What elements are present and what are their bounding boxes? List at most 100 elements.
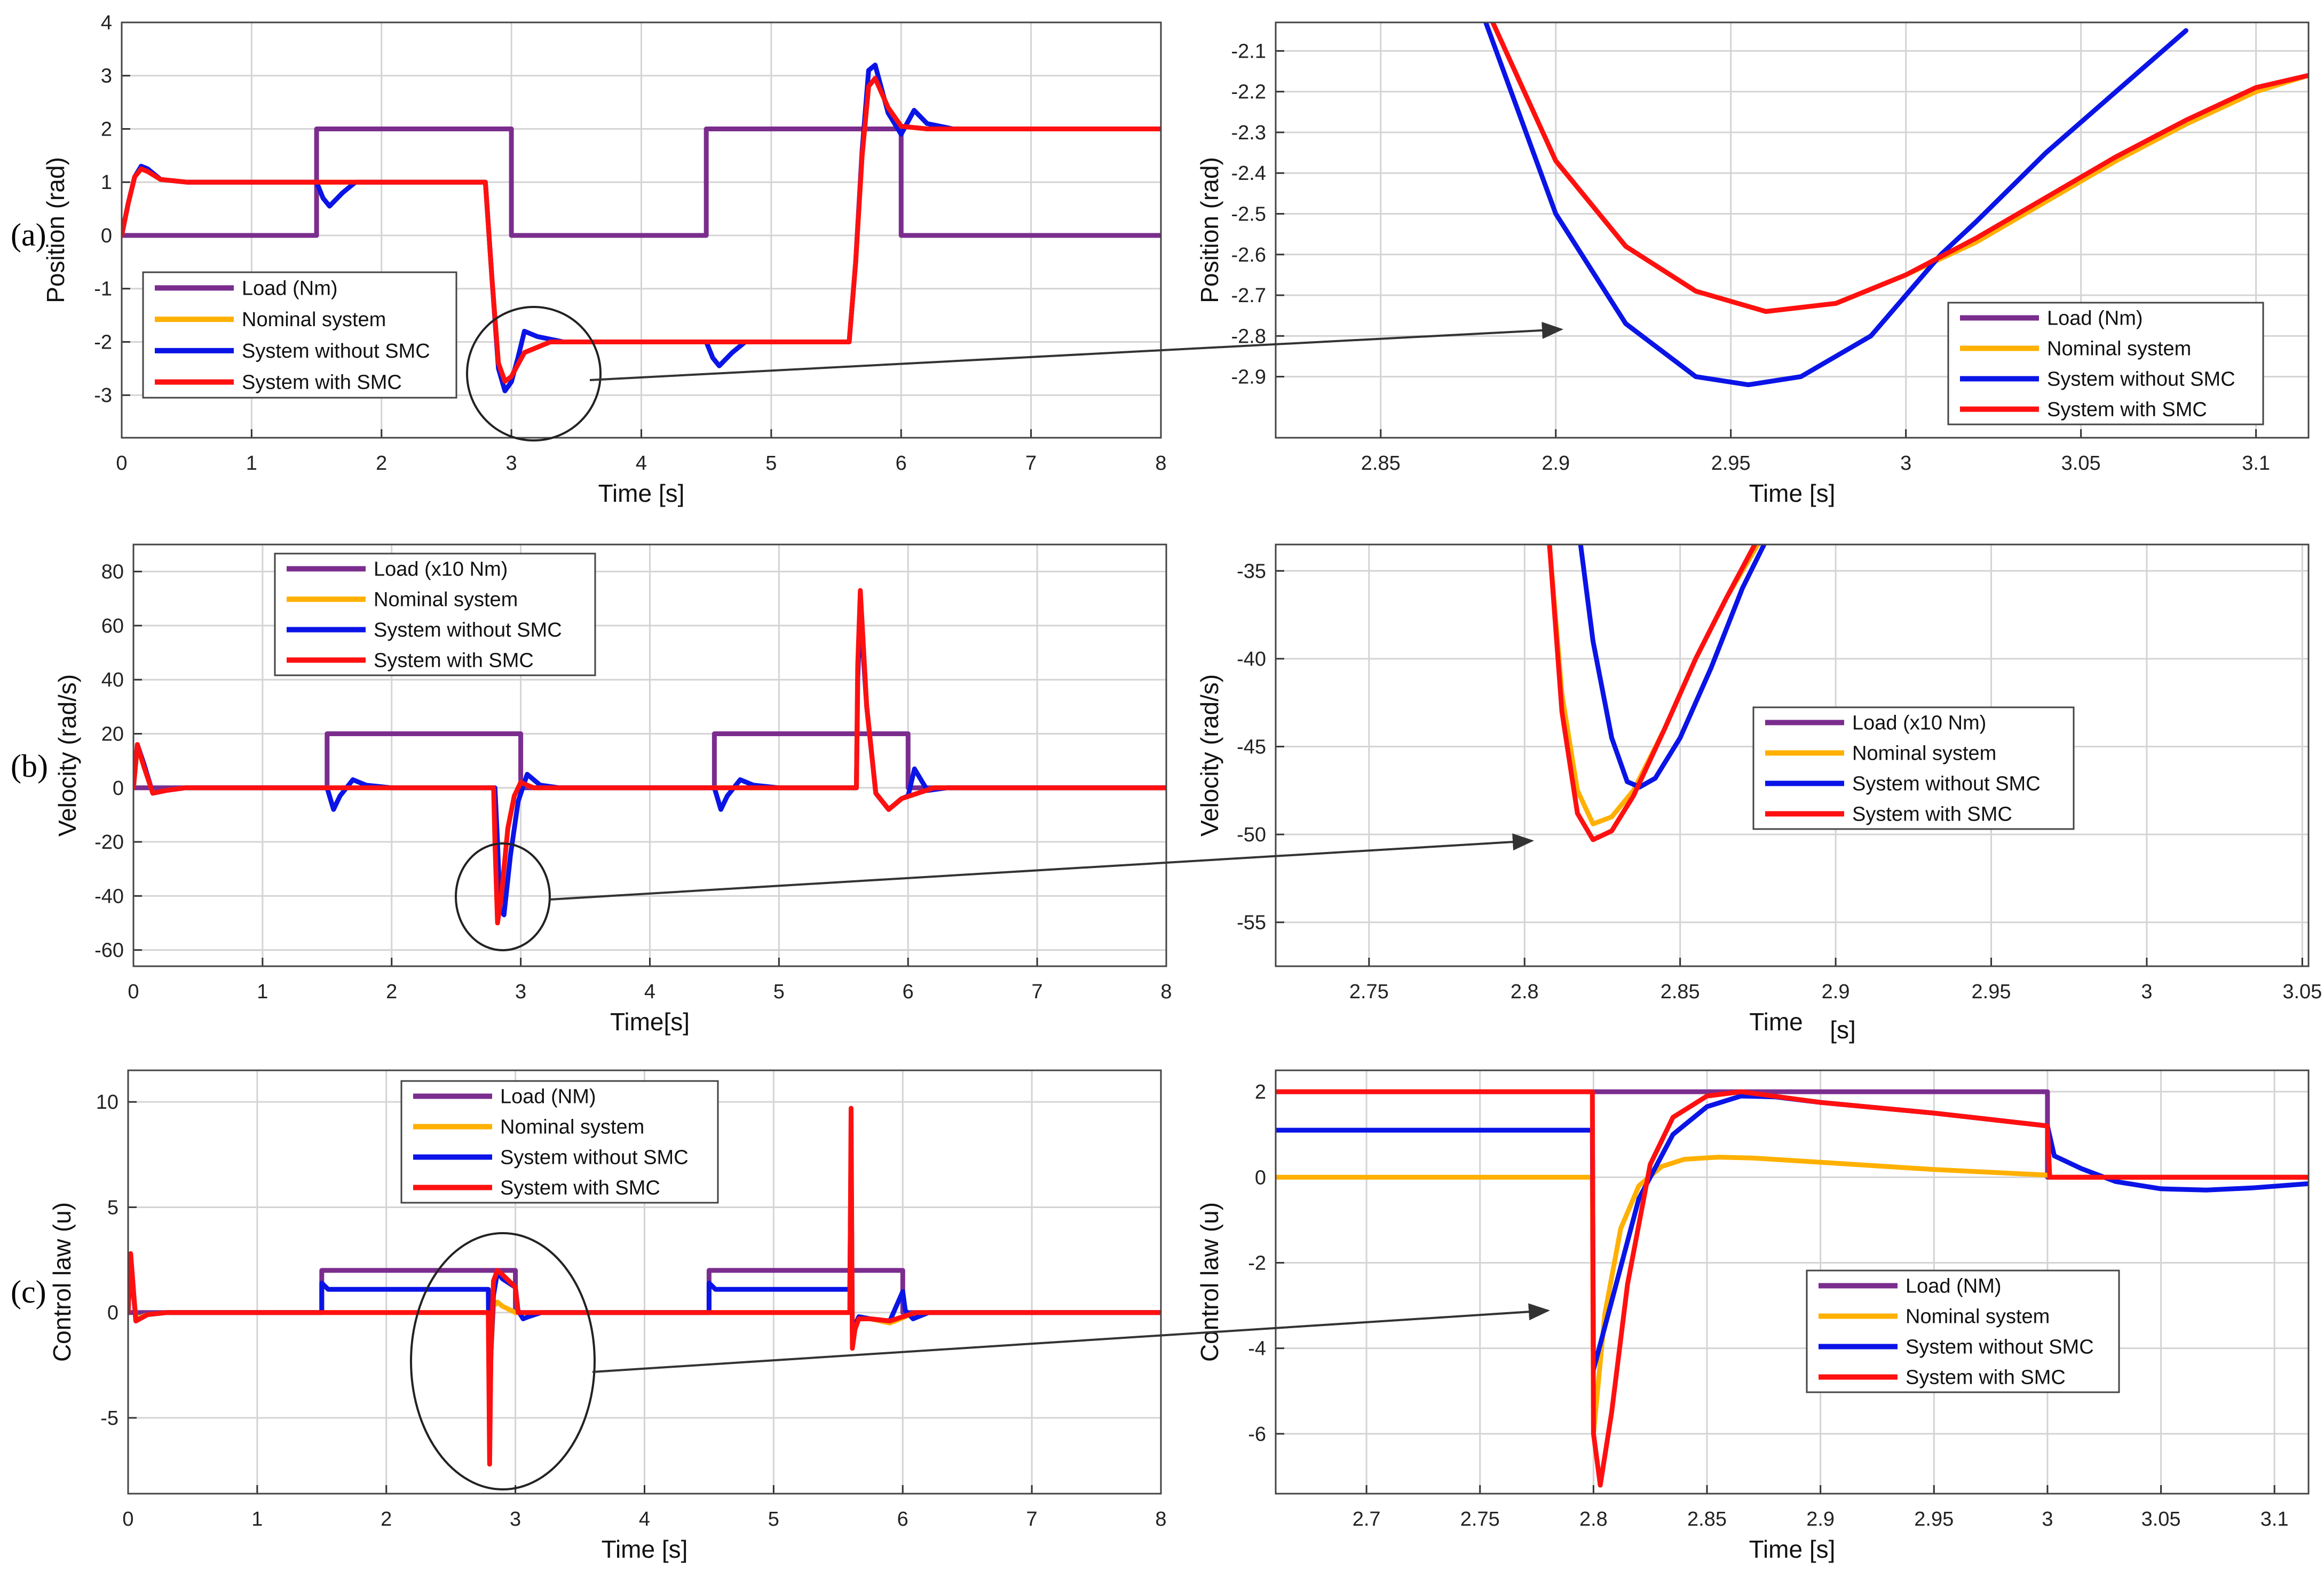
x-axis-label: Time[s]	[610, 1008, 690, 1036]
y-tick-label: 0	[1255, 1166, 1266, 1189]
x-tick-label: 5	[768, 1508, 779, 1530]
chart-b-full: 0 1 2 3 4 5 6 7 8 80 60 40 20 0 -20 -40 -60 Time[s] Veloci…	[53, 543, 1172, 1036]
x-tick-label: 3.1	[2242, 452, 2270, 475]
legend-label-load-nm: Load (NM)	[1906, 1275, 2002, 1298]
legend-label-load-nm: Load (Nm)	[2047, 307, 2143, 330]
axes-frame	[1275, 1069, 2310, 1495]
x-tick-label: 3.05	[2141, 1508, 2181, 1530]
x-axis-unit: [s]	[1830, 1016, 1856, 1044]
axes-frame	[127, 1069, 1162, 1495]
y-axis-label: Control law (u)	[48, 1202, 76, 1362]
y-tick-label: -2.2	[1231, 81, 1266, 104]
x-tick-label: 2.7	[1353, 1508, 1381, 1530]
legend-label-system-without-smc: System without SMC	[1906, 1336, 2094, 1359]
x-tick-label: 8	[1155, 1508, 1166, 1530]
zoom-callout-ellipse	[466, 306, 602, 441]
legend-box	[400, 1080, 719, 1204]
legend-label-system-without-smc: System without SMC	[374, 619, 562, 642]
y-tick-label: 5	[107, 1196, 118, 1219]
x-tick-label: 2.8	[1511, 981, 1539, 1003]
legend-label-load-x10-nm: Load (x10 Nm)	[374, 558, 508, 581]
legend-box	[274, 553, 596, 676]
y-tick-label: 3	[101, 65, 112, 88]
x-tick-label: 1	[257, 981, 268, 1003]
zoom-callout-arrow	[592, 1303, 1550, 1373]
x-axis-label: Time [s]	[1749, 1535, 1836, 1563]
y-tick-label: -3	[94, 384, 112, 407]
x-tick-label: 0	[128, 981, 139, 1003]
panel-label-c: (c)	[11, 1274, 46, 1309]
legend: Load (x10 Nm) Nominal system System withou…	[1752, 706, 2075, 830]
legend-label-nominal-system: Nominal system	[374, 589, 518, 611]
legend: Load (NM) Nominal system System without SM…	[400, 1080, 719, 1204]
y-tick-label: -40	[94, 885, 124, 908]
charts-layer: 0 1 2 3 4 5 6 7 8 -3 -2 -1 0 1 2 3 4 Time [s] Position (ra…	[42, 12, 2322, 1563]
series-group	[122, 62, 1161, 393]
legend: Load (Nm) Nominal system System without SM…	[142, 271, 457, 399]
legend: Load (x10 Nm) Nominal system System withou…	[274, 553, 596, 676]
x-tick-label: 4	[644, 981, 655, 1003]
x-axis-label: Time [s]	[598, 479, 685, 507]
series-group	[128, 1106, 1161, 1467]
x-tick-label: 2.9	[1806, 1508, 1835, 1530]
x-tick-label: 2	[381, 1508, 392, 1530]
x-tick-label: 2.85	[1361, 452, 1401, 475]
legend-label-system-without-smc: System without SMC	[1852, 773, 2041, 795]
x-tick-label: 4	[639, 1508, 650, 1530]
y-axis-label: Control law (u)	[1196, 1202, 1223, 1362]
x-tick-label: 3.05	[2061, 452, 2101, 475]
y-tick-label: -35	[1237, 560, 1266, 582]
chart-a-full: 0 1 2 3 4 5 6 7 8 -3 -2 -1 0 1 2 3 4 Time [s] Position (ra…	[42, 12, 1167, 507]
legend-box	[1752, 706, 2075, 830]
y-tick-label: -2.8	[1231, 325, 1266, 348]
series-group	[1547, 545, 1767, 842]
series-group	[1276, 1089, 2309, 1488]
legend-label-system-without-smc: System without SMC	[2047, 368, 2235, 391]
x-tick-label: 7	[1025, 452, 1037, 475]
x-tick-label: 3.1	[2260, 1508, 2289, 1530]
legend-label-system-with-smc: System with SMC	[374, 650, 534, 672]
x-axis-label: Time	[1749, 1008, 1803, 1036]
y-tick-label: 60	[101, 615, 124, 637]
x-tick-label: 2.9	[1822, 981, 1850, 1003]
x-tick-label: 8	[1160, 981, 1172, 1003]
legend-label-load-x10-nm: Load (x10 Nm)	[1852, 712, 1986, 735]
x-tick-label: 2.75	[1349, 981, 1389, 1003]
plot-area	[1276, 1070, 2309, 1494]
axes-frame	[1275, 543, 2310, 967]
x-tick-label: 6	[903, 981, 914, 1003]
series-line-system-with-smc	[1547, 545, 1758, 842]
panel-label-b: (b)	[11, 748, 48, 784]
series-line-system-with-smc	[1490, 22, 2309, 314]
x-tick-label: 6	[896, 452, 907, 475]
y-tick-label: -2.5	[1231, 203, 1266, 225]
x-tick-label: 0	[116, 452, 127, 475]
x-tick-label: 2.85	[1687, 1508, 1727, 1530]
chart-a-zoom: 2.85 2.9 2.95 3 3.05 3.1 -2.1 -2.2 -2.3 -2.4 -2.5 -…	[1196, 21, 2310, 507]
x-tick-label: 2	[386, 981, 397, 1003]
x-tick-label: 8	[1155, 452, 1166, 475]
zoom-callout-arrow	[589, 321, 1563, 381]
series-group	[133, 588, 1166, 926]
panel-label-a: (a)	[11, 217, 46, 253]
legend-label-system-with-smc: System with SMC	[1852, 803, 2012, 826]
y-tick-label: -20	[94, 831, 124, 854]
y-tick-label: -5	[100, 1407, 118, 1430]
legend-box	[142, 271, 457, 399]
zoom-callout-ellipse	[455, 842, 551, 951]
y-tick-label: 10	[96, 1091, 118, 1114]
x-tick-label: 2.95	[1711, 452, 1751, 475]
legend-label-load-nm: Load (Nm)	[242, 277, 338, 299]
y-axis-label: Velocity (rad/s)	[53, 674, 81, 837]
x-axis-label: Time [s]	[602, 1535, 688, 1563]
series-line-system-with-smc	[122, 76, 1161, 384]
series-line-system-with-smc	[1276, 1089, 2309, 1488]
series-group	[1483, 22, 2309, 388]
axes-frame	[121, 21, 1162, 439]
y-tick-label: -2.1	[1231, 40, 1266, 62]
y-tick-label: -40	[1237, 648, 1266, 670]
y-tick-label: 0	[107, 1302, 118, 1324]
chart-c-full: 0 1 2 3 4 5 6 7 8 10 5 0 -5 Time [s] Control law (u) Lo…	[48, 1069, 1167, 1563]
legend-label-load-nm: Load (NM)	[500, 1086, 596, 1108]
